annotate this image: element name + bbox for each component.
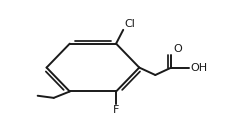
Text: O: O [172, 44, 181, 54]
Text: OH: OH [189, 63, 206, 73]
Text: F: F [112, 105, 119, 115]
Text: Cl: Cl [124, 19, 134, 29]
